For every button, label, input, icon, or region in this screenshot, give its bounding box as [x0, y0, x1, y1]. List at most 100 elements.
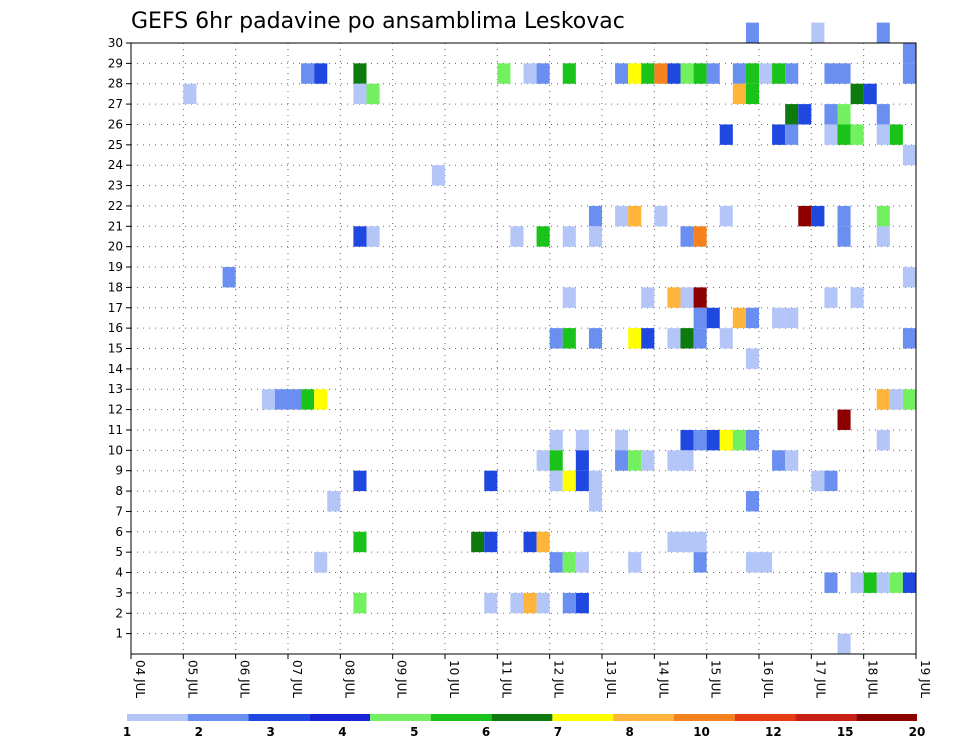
y-tick-label: 16: [108, 321, 123, 335]
data-cell: [575, 450, 589, 471]
data-cell: [850, 572, 864, 593]
data-cell: [798, 104, 812, 125]
data-cell: [837, 226, 851, 247]
data-cell: [536, 226, 550, 247]
legend-swatch: [795, 714, 857, 721]
legend-swatch: [856, 714, 917, 721]
data-cell: [798, 205, 812, 227]
data-cell: [759, 552, 773, 573]
data-cell: [536, 592, 550, 614]
data-cell: [719, 328, 733, 349]
y-tick-label: 30: [108, 36, 123, 50]
data-cell: [654, 205, 668, 227]
data-cell: [562, 63, 576, 84]
data-cell: [732, 307, 746, 329]
data-cell: [641, 287, 655, 308]
data-cell: [902, 43, 916, 64]
data-cell: [628, 63, 642, 84]
data-cell: [549, 470, 563, 492]
data-cell: [431, 165, 445, 186]
y-axis: 1234567891011121314151617181920212223242…: [108, 36, 131, 641]
data-cell: [562, 226, 576, 247]
data-cell: [301, 389, 315, 410]
data-cell: [288, 389, 302, 410]
data-cell: [497, 63, 511, 84]
data-cell: [902, 63, 916, 84]
data-cell: [471, 531, 485, 553]
data-cell: [549, 450, 563, 471]
data-cell: [693, 63, 707, 84]
data-cell: [902, 328, 916, 349]
data-cell: [889, 572, 903, 593]
data-cell: [667, 450, 681, 471]
data-cell: [628, 328, 642, 349]
data-cell: [536, 531, 550, 553]
data-cell: [706, 63, 720, 84]
data-cell: [876, 124, 890, 145]
y-tick-label: 22: [108, 199, 123, 213]
y-tick-label: 26: [108, 117, 123, 131]
data-cell: [575, 470, 589, 492]
y-tick-label: 10: [108, 443, 123, 457]
data-cell: [641, 450, 655, 471]
data-cell: [745, 429, 759, 451]
chart-title: GEFS 6hr padavine po ansamblima Leskovac: [131, 9, 625, 34]
y-tick-label: 7: [115, 504, 123, 518]
data-cell: [824, 63, 838, 84]
y-tick-label: 27: [108, 97, 123, 111]
x-tick-label: 10 JUL: [447, 660, 461, 698]
data-cell: [719, 429, 733, 451]
data-cell: [549, 328, 563, 349]
data-cell: [759, 63, 773, 84]
x-tick-label: 11 JUL: [499, 660, 513, 698]
data-cell: [353, 531, 367, 553]
legend-label: 5: [410, 725, 418, 739]
data-cell: [706, 307, 720, 329]
data-cell: [549, 552, 563, 573]
data-cell: [902, 144, 916, 166]
legend-swatch: [491, 714, 553, 721]
data-cell: [889, 124, 903, 145]
data-cell: [667, 287, 681, 308]
data-cell: [876, 572, 890, 593]
y-tick-label: 19: [108, 260, 123, 274]
x-tick-label: 12 JUL: [552, 660, 566, 698]
data-cell: [575, 552, 589, 573]
data-cell: [353, 63, 367, 84]
data-cell: [876, 226, 890, 247]
data-cell: [876, 22, 890, 43]
data-cell: [183, 83, 197, 105]
data-cell: [654, 63, 668, 84]
data-cell: [484, 470, 498, 492]
data-cell: [353, 592, 367, 614]
legend-swatch: [370, 714, 431, 721]
data-cell: [837, 124, 851, 145]
data-cell: [693, 429, 707, 451]
data-cell: [772, 450, 786, 471]
data-cell: [353, 83, 367, 105]
data-cell: [719, 124, 733, 145]
data-cell: [902, 572, 916, 593]
data-cell: [615, 63, 629, 84]
legend-swatch: [187, 714, 249, 721]
data-cell: [366, 226, 380, 247]
data-cell: [680, 287, 694, 308]
data-cell: [706, 429, 720, 451]
data-cell: [628, 205, 642, 227]
data-cell: [850, 287, 864, 308]
data-cell: [353, 470, 367, 492]
data-cell: [615, 450, 629, 471]
data-cell: [588, 328, 602, 349]
legend-label: 12: [765, 725, 782, 739]
data-cell: [902, 267, 916, 288]
y-tick-label: 25: [108, 138, 123, 152]
legend-swatch: [309, 714, 371, 721]
data-cell: [549, 429, 563, 451]
data-cell: [588, 491, 602, 512]
data-cell: [745, 552, 759, 573]
data-cell: [484, 531, 498, 553]
data-cell: [366, 83, 380, 105]
legend-label: 7: [554, 725, 562, 739]
data-cell: [588, 205, 602, 227]
data-cell: [680, 328, 694, 349]
